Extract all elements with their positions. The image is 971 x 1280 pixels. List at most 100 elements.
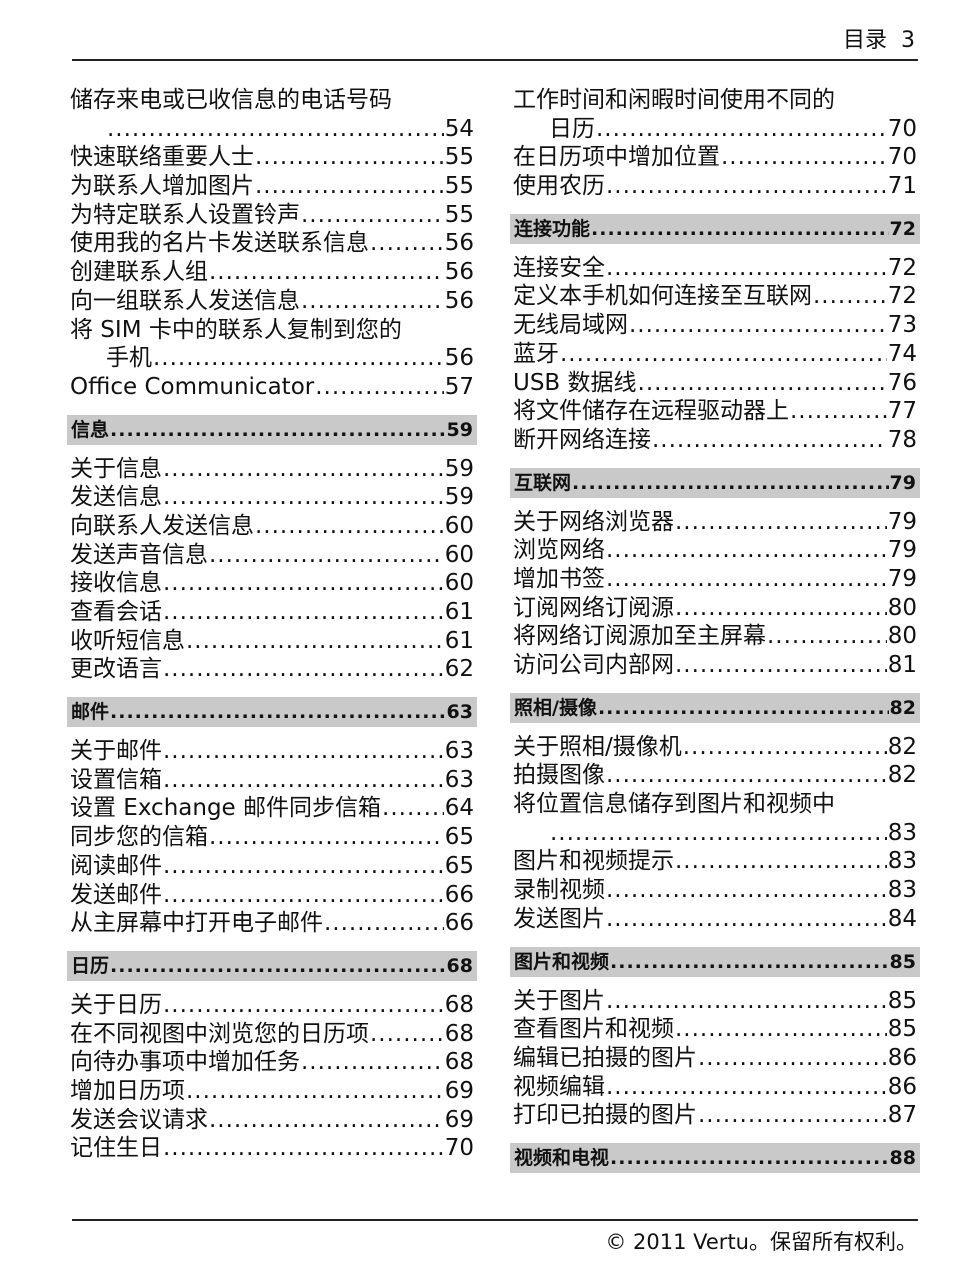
toc-section[interactable]: 邮件 63 [67,697,477,728]
entry-title: 关于照相/摄像机 [513,733,682,760]
entry-page: 85 [887,987,917,1014]
entry-title: 浏览网络 [513,537,605,564]
toc-entry[interactable]: 无线局域网 73 [513,311,917,340]
leader-dots [606,876,887,905]
toc-entry[interactable]: USB 数据线 76 [513,369,917,398]
leader-dots [255,172,444,201]
toc-entry[interactable]: 同步您的信箱 65 [70,823,474,852]
toc-entry[interactable]: 关于照相/摄像机 82 [513,733,917,762]
toc-entry[interactable]: 阅读邮件 65 [70,852,474,881]
toc-entry[interactable]: 在日历项中增加位置 70 [513,143,917,172]
toc-entry[interactable]: 发送信息 59 [70,483,474,512]
toc-entry[interactable]: 关于图片 85 [513,987,917,1016]
entry-title: 拍摄图像 [513,762,605,789]
toc-entry[interactable]: 查看图片和视频 85 [513,1015,917,1044]
toc-entry[interactable]: 订阅网络订阅源 80 [513,594,917,623]
toc-entry[interactable]: 从主屏幕中打开电子邮件 66 [70,909,474,938]
entry-line: 将位置信息储存到图片和视频中 [513,790,917,819]
entry-page: 81 [887,652,917,678]
toc-entry[interactable]: 发送图片 84 [513,905,917,934]
entry-page: 56 [444,345,474,372]
leader-dots [370,1020,444,1049]
entry-page: 73 [887,312,917,339]
entry-page: 69 [444,1106,474,1133]
toc-section[interactable]: 图片和视频 85 [510,946,920,977]
toc-entry[interactable]: 设置信箱 63 [70,766,474,795]
toc-section[interactable]: 照相/摄像 82 [510,692,920,723]
toc-entry[interactable]: 收听短信息 61 [70,627,474,656]
toc-entry[interactable]: 定义本手机如何连接至互联网 72 [513,282,917,311]
toc-entry[interactable]: 连接安全 72 [513,254,917,283]
toc-entry[interactable]: 图片和视频提示 83 [513,847,917,876]
toc-entry[interactable]: 增加日历项 69 [70,1077,474,1106]
toc-entry[interactable]: 关于日历 68 [70,991,474,1020]
toc-entry[interactable]: 拍摄图像 82 [513,761,917,790]
top-rule [72,59,918,61]
entry-title: 蓝牙 [513,340,559,367]
toc-entry[interactable]: 发送会议请求 69 [70,1106,474,1135]
toc-entry[interactable]: 发送邮件 66 [70,881,474,910]
toc-entry[interactable]: 蓝牙 74 [513,340,917,369]
toc-entry[interactable]: 向待办事项中增加任务 68 [70,1048,474,1077]
toc-entry[interactable]: 向一组联系人发送信息 56 [70,287,474,316]
toc-entry[interactable]: 记住生日 70 [70,1134,474,1163]
entry-title: 设置 Exchange 邮件同步信箱 [70,795,382,822]
toc-entry[interactable]: 浏览网络 79 [513,536,917,565]
entry-title: Office Communicator [70,373,315,400]
leader-dots [610,947,889,977]
entry-page: 66 [444,881,474,908]
toc-entry[interactable]: 设置 Exchange 邮件同步信箱 64 [70,794,474,823]
page-header: 目录 3 [829,22,915,54]
section-title: 互联网 [514,471,572,494]
toc-entry[interactable]: 为联系人增加图片 55 [70,172,474,201]
entry-title: 收听短信息 [70,627,185,654]
toc-entry[interactable]: 创建联系人组 56 [70,258,474,287]
toc-entry[interactable]: 将文件储存在远程驱动器上 77 [513,397,917,426]
entry-line: 工作时间和闲暇时间使用不同的 [513,86,917,115]
entry-page: 76 [887,369,917,396]
toc-entry[interactable]: 接收信息 60 [70,569,474,598]
toc-entry[interactable]: 使用我的名片卡发送联系信息 56 [70,229,474,258]
toc-entry[interactable]: 储存来电或已收信息的电话号码 54 [70,86,474,143]
toc-entry[interactable]: 关于信息 59 [70,455,474,484]
toc-entry[interactable]: 快速联络重要人士 55 [70,143,474,172]
toc-entry[interactable]: 关于网络浏览器 79 [513,508,917,537]
entry-title: 关于信息 [70,455,162,482]
toc-entry[interactable]: Office Communicator 57 [70,373,474,402]
toc-entry[interactable]: 更改语言 62 [70,655,474,684]
leader-dots [186,1077,444,1106]
toc-entry[interactable]: 关于邮件 63 [70,737,474,766]
toc-entry[interactable]: 打印已拍摄的图片 87 [513,1101,917,1130]
toc-entry[interactable]: 断开网络连接 78 [513,426,917,455]
toc-section[interactable]: 连接功能 72 [510,213,920,244]
toc-section[interactable]: 互联网 79 [510,467,920,498]
entry-page: 61 [444,627,474,654]
entry-page: 78 [887,426,917,453]
toc-entry[interactable]: 发送声音信息 60 [70,541,474,570]
toc-entry[interactable]: 编辑已拍摄的图片 86 [513,1044,917,1073]
toc-entry[interactable]: 增加书签 79 [513,565,917,594]
toc-entry[interactable]: 为特定联系人设置铃声 55 [70,201,474,230]
toc-entry[interactable]: 查看会话 61 [70,598,474,627]
toc-entry[interactable]: 访问公司内部网 81 [513,651,917,680]
section-page: 59 [446,418,473,441]
leader-dots [698,1101,887,1130]
entry-page: 86 [887,1073,917,1100]
toc-entry[interactable]: 将位置信息储存到图片和视频中 83 [513,790,917,847]
leader-dots [382,794,444,823]
toc-entry[interactable]: 向联系人发送信息 60 [70,512,474,541]
toc-section[interactable]: 信息 59 [67,414,477,445]
toc-entry[interactable]: 视频编辑 86 [513,1073,917,1102]
entry-page: 57 [444,373,474,400]
toc-entry[interactable]: 录制视频 83 [513,876,917,905]
leader-dots [163,737,444,766]
toc-section[interactable]: 视频和电视 88 [510,1142,920,1173]
toc-section[interactable]: 日历 68 [67,950,477,981]
entry-title: 为联系人增加图片 [70,173,254,200]
toc-entry[interactable]: 使用农历 71 [513,172,917,201]
leader-dots [163,1134,444,1163]
toc-entry[interactable]: 在不同视图中浏览您的日历项 68 [70,1020,474,1049]
toc-entry[interactable]: 将网络订阅源加至主屏幕 80 [513,622,917,651]
